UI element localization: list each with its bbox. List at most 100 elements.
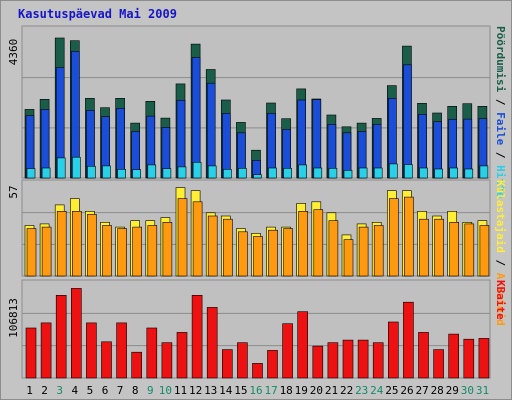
x-tick-label-18: 18 [280, 384, 293, 397]
bar-kbytes-18 [282, 323, 293, 379]
bar-kbytes-15 [237, 342, 248, 379]
bar-kbytes-5 [86, 322, 97, 379]
bar-sites-8 [132, 226, 142, 277]
x-tick-label-9: 9 [147, 384, 154, 397]
bar-kbytes-26 [403, 301, 414, 379]
bar-kbytes-16 [252, 363, 263, 379]
bar-pages-14 [223, 169, 232, 179]
x-tick-label-29: 29 [446, 384, 459, 397]
bar-kbytes-4 [71, 288, 82, 379]
bar-sites-27 [419, 218, 429, 277]
bar-kbytes-22 [342, 339, 354, 379]
bar-kbytes-3 [55, 294, 67, 379]
bar-kbytes-1 [25, 327, 37, 379]
bar-sites-30 [464, 223, 475, 277]
bar-pages-21 [328, 168, 338, 179]
bar-kbytes-19 [297, 311, 309, 379]
chart-title: Kasutuspäevad Mai 2009 [18, 7, 177, 21]
bar-sites-23 [358, 226, 369, 277]
legend-files: Faile [494, 112, 507, 145]
x-tick-label-31: 31 [476, 384, 489, 397]
bar-sites-2 [41, 226, 52, 277]
bar-kbytes-10 [161, 342, 173, 379]
bar-pages-13 [207, 165, 217, 179]
bar-pages-6 [102, 165, 111, 179]
bar-kbytes-29 [448, 333, 460, 379]
bar-sites-28 [434, 218, 444, 277]
bar-sites-6 [102, 225, 112, 277]
bar-sites-31 [479, 225, 490, 277]
bar-sites-4 [72, 211, 82, 277]
bar-sites-29 [449, 222, 460, 277]
bar-pages-3 [56, 157, 66, 179]
bar-kbytes-27 [418, 332, 429, 379]
bar-pages-7 [117, 169, 126, 179]
legend-visits: Külastajaid [494, 180, 507, 253]
bar-kbytes-7 [116, 322, 127, 379]
bar-sites-17 [268, 229, 278, 277]
bar-sites-5 [87, 214, 97, 277]
bar-sites-14 [223, 218, 233, 277]
bar-pages-26 [404, 164, 413, 179]
x-tick-label-17: 17 [264, 384, 277, 397]
bar-pages-11 [177, 166, 187, 179]
bar-kbytes-11 [176, 332, 188, 379]
bar-sites-25 [388, 198, 399, 277]
x-tick-label-16: 16 [249, 384, 262, 397]
bar-pages-10 [162, 168, 172, 179]
bar-pages-16 [253, 174, 262, 179]
bar-pages-24 [373, 167, 383, 179]
x-tick-label-1: 1 [26, 384, 33, 397]
bar-kbytes-30 [463, 338, 475, 379]
x-tick-label-2: 2 [41, 384, 48, 397]
x-tick-label-19: 19 [295, 384, 308, 397]
y-max-label-top: 4360 [7, 39, 20, 66]
x-tick-label-26: 26 [400, 384, 413, 397]
bar-kbytes-14 [222, 349, 233, 379]
bar-files-13 [206, 82, 216, 179]
bar-pages-1 [26, 168, 36, 179]
bar-sites-16 [253, 236, 263, 277]
x-tick-label-6: 6 [102, 384, 109, 397]
bar-files-20 [312, 99, 322, 179]
bar-sites-22 [343, 239, 354, 277]
bar-kbytes-17 [267, 350, 278, 379]
bar-pages-27 [419, 167, 428, 179]
bar-sites-15 [238, 231, 248, 277]
bar-sites-18 [283, 228, 293, 277]
x-tick-label-14: 14 [219, 384, 233, 397]
bar-pages-18 [283, 168, 292, 179]
x-tick-label-28: 28 [431, 384, 444, 397]
bar-sites-26 [404, 196, 414, 277]
bar-pages-30 [464, 168, 474, 179]
x-tick-label-15: 15 [234, 384, 247, 397]
bar-kbytes-12 [191, 294, 203, 379]
bar-kbytes-31 [478, 338, 490, 379]
legend-separator: / [494, 92, 507, 112]
y-max-label-bottom: 106813 [7, 298, 20, 338]
x-tick-label-27: 27 [415, 384, 428, 397]
bar-kbytes-8 [131, 351, 142, 379]
bar-sites-19 [298, 211, 309, 277]
x-tick-label-21: 21 [325, 384, 338, 397]
x-tick-label-11: 11 [174, 384, 187, 397]
x-tick-label-24: 24 [370, 384, 384, 397]
bar-sites-10 [162, 222, 173, 277]
bar-pages-23 [358, 167, 368, 179]
bar-kbytes-28 [433, 349, 444, 379]
bar-kbytes-9 [146, 327, 158, 379]
bar-sites-9 [147, 225, 158, 277]
x-tick-label-12: 12 [189, 384, 202, 397]
x-tick-label-7: 7 [117, 384, 124, 397]
side-legend-bottom: KBaite [494, 280, 507, 320]
x-tick-label-20: 20 [310, 384, 323, 397]
bar-kbytes-2 [40, 322, 52, 379]
x-tick-label-30: 30 [461, 384, 474, 397]
y-max-label-middle: 57 [7, 185, 20, 198]
bar-pages-5 [87, 166, 96, 179]
bar-kbytes-25 [387, 321, 399, 379]
bar-files-12 [191, 57, 201, 179]
bar-pages-17 [268, 167, 277, 179]
x-tick-label-25: 25 [385, 384, 398, 397]
bar-sites-1 [26, 228, 37, 277]
